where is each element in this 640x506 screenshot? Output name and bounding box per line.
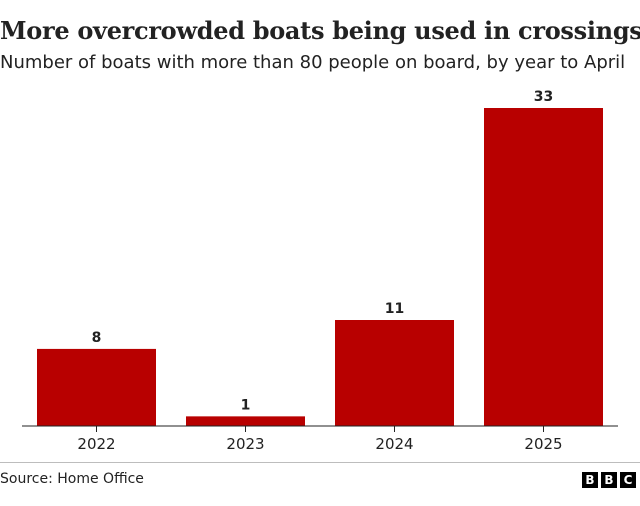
data-label-2022: 8: [92, 330, 102, 346]
data-label-2024: 11: [385, 301, 404, 317]
x-tick-label-2024: 2024: [375, 435, 413, 453]
bbc-logo: B B C: [582, 472, 636, 488]
logo-letter-b2: B: [601, 472, 617, 488]
x-tick-label-2022: 2022: [77, 435, 115, 453]
bar-chart: 8 2022 1 2023 11 2024 33 2025: [22, 89, 618, 453]
footer-divider: [0, 462, 640, 463]
logo-letter-b1: B: [582, 472, 598, 488]
bar-2025: [484, 108, 603, 426]
bar-2023: [186, 416, 305, 426]
bar-2022: [37, 348, 156, 426]
data-label-2023: 1: [241, 397, 251, 413]
chart-title: More overcrowded boats being used in cro…: [0, 16, 640, 45]
x-tick-label-2023: 2023: [226, 435, 264, 453]
chart-subtitle: Number of boats with more than 80 people…: [0, 52, 626, 73]
x-tick-label-2025: 2025: [524, 435, 562, 453]
logo-letter-c: C: [620, 472, 636, 488]
bar-2024: [335, 320, 454, 426]
data-label-2025: 33: [534, 89, 553, 105]
source-note: Source: Home Office: [0, 471, 144, 487]
